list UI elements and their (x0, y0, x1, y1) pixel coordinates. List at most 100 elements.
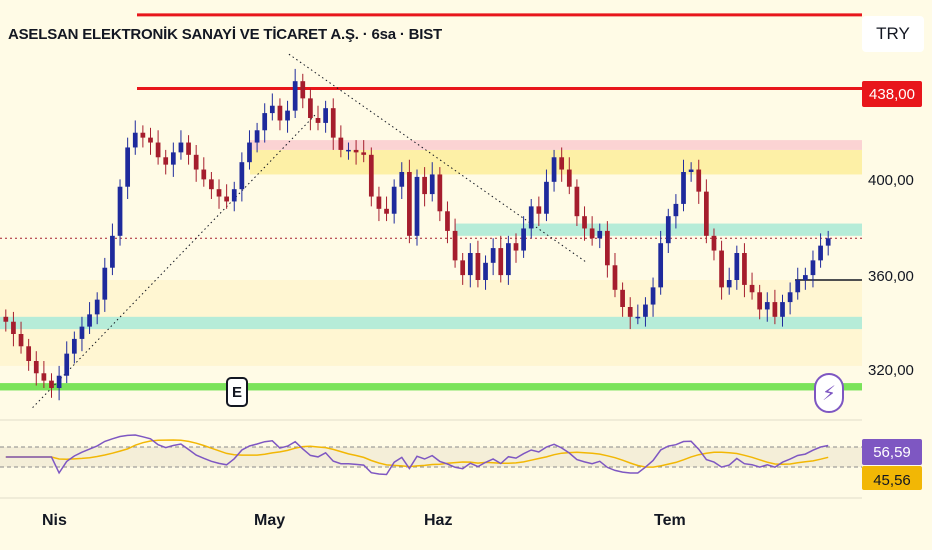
x-tick-tem: Tem (654, 512, 686, 529)
candle-48 (368, 154, 374, 197)
candle-39 (300, 81, 306, 99)
candle-100 (764, 302, 770, 310)
candle-50 (384, 208, 389, 214)
candle-51 (391, 186, 397, 214)
trendlines (32, 53, 588, 408)
candle-66 (506, 243, 511, 276)
candle-74 (566, 169, 572, 187)
zone-2 (455, 223, 862, 236)
candle-9 (71, 338, 77, 354)
candle-81 (620, 289, 625, 307)
candle-28 (216, 189, 222, 197)
candle-105 (802, 275, 808, 280)
horizontal-lines (0, 13, 862, 281)
candle-98 (749, 284, 755, 293)
x-tick-nis: Nis (42, 512, 67, 529)
candle-29 (224, 196, 229, 202)
candle-96 (734, 253, 740, 280)
candle-73 (559, 157, 565, 170)
candle-65 (498, 248, 504, 276)
candle-17 (132, 132, 138, 148)
candle-108 (825, 238, 831, 246)
candle-64 (490, 248, 496, 263)
candle-91 (696, 169, 702, 192)
candle-83 (635, 316, 641, 319)
candle-11 (87, 314, 92, 327)
candle-82 (627, 307, 633, 317)
candle-54 (414, 176, 420, 236)
candle-35 (269, 105, 275, 114)
candle-3 (26, 346, 32, 361)
x-tick-haz: Haz (424, 512, 453, 529)
y-tick-360: 360,00 (868, 268, 914, 285)
candle-36 (277, 105, 283, 121)
rsi-ma-line (5, 439, 829, 468)
candle-44 (338, 137, 344, 150)
candle-99 (757, 292, 763, 310)
candle-85 (650, 287, 656, 305)
candle-92 (703, 191, 709, 236)
candle-26 (201, 169, 207, 180)
candle-101 (772, 302, 778, 317)
candle-40 (308, 98, 313, 118)
candle-55 (422, 176, 427, 195)
candle-5 (41, 373, 47, 381)
candle-69 (528, 206, 534, 229)
candle-79 (605, 230, 610, 266)
candle-12 (94, 299, 100, 315)
rsi-pane (0, 419, 862, 499)
earnings-badge[interactable]: E (226, 377, 248, 407)
candle-75 (574, 186, 580, 217)
candle-52 (399, 172, 405, 187)
candle-42 (323, 108, 328, 123)
candle-43 (330, 108, 336, 138)
zones (0, 140, 862, 391)
candle-21 (163, 157, 169, 165)
candle-33 (254, 130, 260, 143)
candle-24 (186, 142, 191, 155)
candle-53 (407, 172, 412, 236)
candle-87 (665, 216, 671, 244)
price-tag-438: 438,00 (862, 81, 922, 107)
candle-61 (467, 253, 473, 276)
candle-58 (445, 211, 450, 231)
x-tick-may: May (254, 512, 286, 529)
candle-89 (681, 172, 686, 204)
rsi-value-tag: 56,59 (862, 439, 922, 465)
candle-57 (437, 174, 443, 212)
candle-88 (673, 203, 679, 217)
candle-102 (780, 302, 785, 317)
y-tick-400: 400,00 (868, 172, 914, 189)
candle-0 (3, 316, 9, 322)
rsi-ma-tag: 45,56 (862, 466, 922, 490)
candle-78 (597, 230, 603, 239)
candle-37 (285, 110, 290, 121)
candle-19 (148, 137, 153, 143)
candle-46 (353, 149, 359, 153)
candle-6 (49, 380, 54, 388)
y-tick-320: 320,00 (868, 362, 914, 379)
lightning-icon[interactable]: ⚡ (814, 373, 844, 413)
candle-13 (102, 267, 108, 300)
candle-49 (376, 196, 382, 209)
candle-20 (155, 142, 161, 158)
candle-72 (551, 157, 557, 182)
candle-76 (582, 216, 587, 229)
candle-68 (521, 228, 526, 251)
zone-1 (250, 140, 862, 150)
candle-70 (536, 206, 542, 214)
candle-23 (178, 142, 184, 153)
candle-32 (247, 142, 252, 163)
candle-47 (361, 152, 367, 155)
candles (3, 68, 831, 401)
candle-14 (110, 235, 115, 268)
candle-8 (64, 353, 70, 376)
candle-16 (125, 147, 131, 187)
candle-4 (33, 361, 39, 374)
currency-selector[interactable]: TRY (862, 16, 924, 52)
candle-95 (726, 280, 732, 288)
candle-97 (742, 253, 747, 285)
candle-67 (513, 243, 519, 251)
candle-93 (711, 235, 717, 251)
